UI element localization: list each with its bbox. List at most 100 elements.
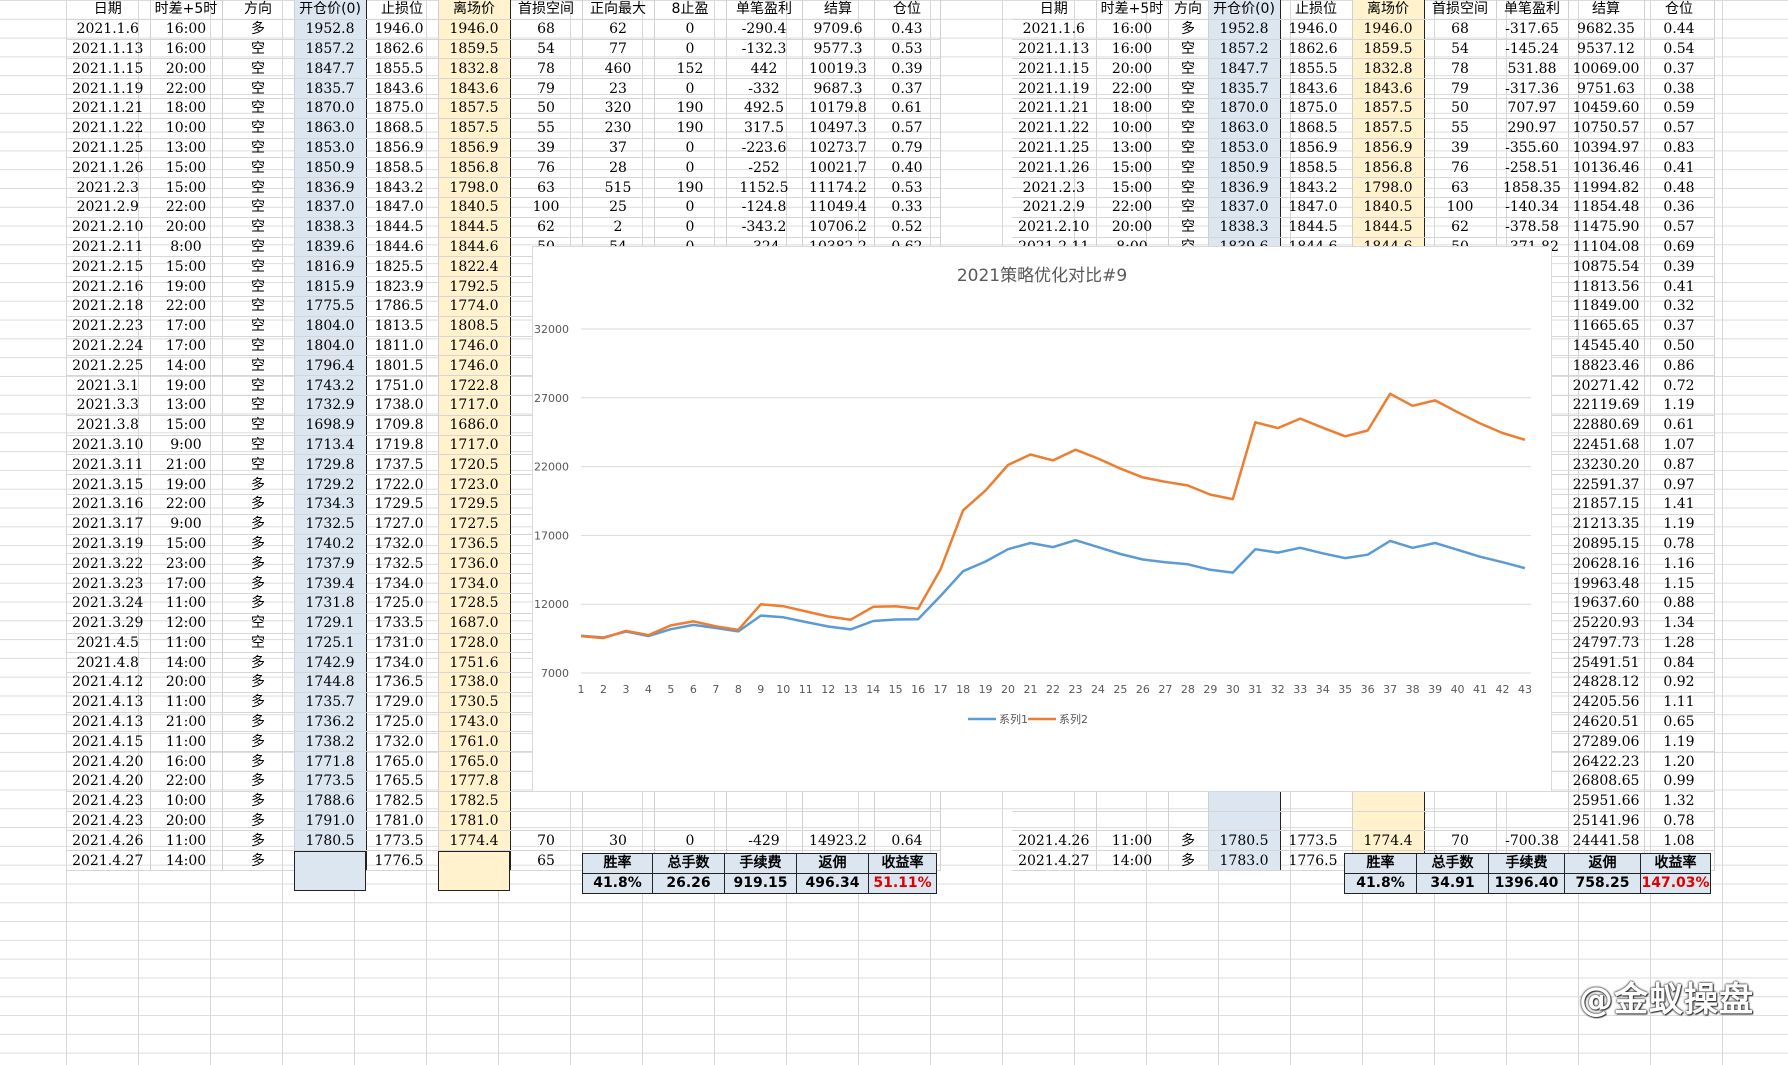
table-cell[interactable]: 22451.68 xyxy=(1568,435,1645,456)
table-cell[interactable]: 1857.5 xyxy=(437,98,511,119)
table-cell[interactable]: 14:00 xyxy=(150,652,223,674)
table-cell[interactable] xyxy=(582,811,655,832)
table-cell[interactable]: 1743.0 xyxy=(437,712,511,733)
table-cell[interactable]: 1781.0 xyxy=(366,811,439,832)
table-cell[interactable]: 空 xyxy=(1168,58,1209,80)
table-cell[interactable]: 2021.3.3 xyxy=(66,395,151,416)
table-cell[interactable]: 22:00 xyxy=(150,494,223,515)
table-cell[interactable]: 1946.0 xyxy=(1280,19,1353,40)
table-cell[interactable]: 1725.1 xyxy=(293,633,367,654)
table-cell[interactable] xyxy=(1207,811,1281,832)
table-cell[interactable]: 24797.73 xyxy=(1568,633,1645,654)
table-cell[interactable]: 65 xyxy=(510,850,583,872)
table-cell[interactable]: 1729.5 xyxy=(366,494,439,515)
table-cell[interactable]: 0 xyxy=(654,78,727,99)
table-cell[interactable]: 11049.4 xyxy=(802,197,875,218)
table-cell[interactable] xyxy=(654,791,727,812)
table-cell[interactable]: 16:00 xyxy=(150,19,223,40)
table-cell[interactable]: 多 xyxy=(222,850,295,872)
table-cell[interactable] xyxy=(1012,811,1097,832)
table-cell[interactable]: 10:00 xyxy=(1096,118,1169,139)
table-cell[interactable]: 空 xyxy=(222,435,295,456)
table-cell[interactable]: 16:00 xyxy=(1096,39,1169,60)
table-cell[interactable]: 9682.35 xyxy=(1568,19,1645,40)
table-cell[interactable]: 空 xyxy=(222,454,295,476)
table-cell[interactable]: 0.83 xyxy=(1644,138,1715,159)
table-cell[interactable]: 空 xyxy=(222,316,295,337)
table-cell[interactable]: 1728.0 xyxy=(437,633,511,654)
table-cell[interactable]: 1838.3 xyxy=(293,217,367,238)
table-cell[interactable]: 39 xyxy=(510,138,583,159)
table-cell[interactable]: 1836.9 xyxy=(1207,177,1281,198)
table-cell[interactable]: 11:00 xyxy=(150,731,223,753)
table-cell[interactable]: 0.43 xyxy=(874,19,941,40)
table-cell[interactable]: 22:00 xyxy=(150,296,223,317)
table-cell[interactable]: 25 xyxy=(582,197,655,218)
table-cell[interactable]: 空 xyxy=(222,276,295,297)
table-cell[interactable]: 1686.0 xyxy=(437,415,511,436)
table-cell[interactable]: 1792.5 xyxy=(437,276,511,297)
table-cell[interactable]: 10706.2 xyxy=(802,217,875,238)
table-cell[interactable]: 1838.3 xyxy=(1207,217,1281,238)
table-cell[interactable]: 0.88 xyxy=(1644,593,1715,614)
table-cell[interactable]: 1776.5 xyxy=(366,850,439,872)
table-cell[interactable]: 2021.4.27 xyxy=(66,850,151,872)
table-cell[interactable]: 63 xyxy=(1424,177,1497,198)
table-cell[interactable]: 492.5 xyxy=(726,98,803,119)
table-cell[interactable]: 1859.5 xyxy=(437,39,511,60)
table-cell[interactable]: 18823.46 xyxy=(1568,355,1645,377)
table-cell[interactable]: 2021.1.15 xyxy=(1012,58,1097,80)
table-cell[interactable]: -223.6 xyxy=(726,138,803,159)
table-cell[interactable]: 1777.8 xyxy=(437,771,511,792)
table-cell[interactable]: 1804.0 xyxy=(293,316,367,337)
table-cell[interactable]: 空 xyxy=(222,395,295,416)
table-cell[interactable]: 2021.2.15 xyxy=(66,256,151,278)
table-cell[interactable]: 0.37 xyxy=(1644,58,1715,80)
table-cell[interactable]: 24828.12 xyxy=(1568,672,1645,693)
table-cell[interactable]: 0.97 xyxy=(1644,474,1715,495)
table-cell[interactable]: 多 xyxy=(222,811,295,832)
table-cell[interactable]: 68 xyxy=(1424,19,1497,40)
table-cell[interactable]: 1847.0 xyxy=(1280,197,1353,218)
table-cell[interactable]: 1738.2 xyxy=(293,731,367,753)
table-cell[interactable]: 1816.9 xyxy=(293,256,367,278)
table-cell[interactable]: 多 xyxy=(222,474,295,495)
table-cell[interactable] xyxy=(1096,791,1169,812)
table-cell[interactable]: 2021.2.24 xyxy=(66,336,151,357)
table-cell[interactable]: 空 xyxy=(1168,118,1209,139)
table-cell[interactable]: 1856.8 xyxy=(1351,157,1425,179)
table-cell[interactable]: 1734.0 xyxy=(366,573,439,594)
table-cell[interactable]: 2021.2.3 xyxy=(1012,177,1097,198)
table-cell[interactable] xyxy=(1280,811,1353,832)
table-cell[interactable]: 1732.0 xyxy=(366,534,439,555)
table-cell[interactable]: 0.38 xyxy=(1644,78,1715,99)
table-cell[interactable]: 1859.5 xyxy=(1351,39,1425,60)
table-cell[interactable]: 1709.8 xyxy=(366,415,439,436)
table-cell[interactable]: 2021.3.16 xyxy=(66,494,151,515)
table-cell[interactable]: 28 xyxy=(582,157,655,179)
table-cell[interactable]: 1765.5 xyxy=(366,771,439,792)
table-cell[interactable]: 1719.8 xyxy=(366,435,439,456)
table-cell[interactable]: 21213.35 xyxy=(1568,514,1645,535)
table-cell[interactable]: 2021.4.26 xyxy=(1012,830,1097,852)
table-cell[interactable]: 1875.0 xyxy=(366,98,439,119)
table-cell[interactable]: 290.97 xyxy=(1496,118,1569,139)
table-cell[interactable]: 22:00 xyxy=(1096,78,1169,99)
table-cell[interactable]: 190 xyxy=(654,177,727,198)
table-cell[interactable]: 1774.0 xyxy=(437,296,511,317)
table-cell[interactable]: 空 xyxy=(1168,197,1209,218)
table-cell[interactable]: 空 xyxy=(1168,39,1209,60)
table-cell[interactable]: 1761.0 xyxy=(437,731,511,753)
win-rate-value[interactable]: 41.8% xyxy=(1344,873,1417,894)
table-cell[interactable]: 11:00 xyxy=(150,830,223,852)
table-cell[interactable]: 30 xyxy=(582,830,655,852)
table-cell[interactable]: 317.5 xyxy=(726,118,803,139)
fee-value[interactable]: 919.15 xyxy=(724,873,797,894)
table-cell[interactable]: 19:00 xyxy=(150,276,223,297)
column-header[interactable]: 结算 xyxy=(802,0,875,20)
table-cell[interactable]: 空 xyxy=(1168,138,1209,159)
table-cell[interactable] xyxy=(1424,811,1497,832)
table-cell[interactable]: 0.84 xyxy=(1644,652,1715,674)
table-cell[interactable]: 9687.3 xyxy=(802,78,875,99)
table-cell[interactable] xyxy=(510,811,583,832)
